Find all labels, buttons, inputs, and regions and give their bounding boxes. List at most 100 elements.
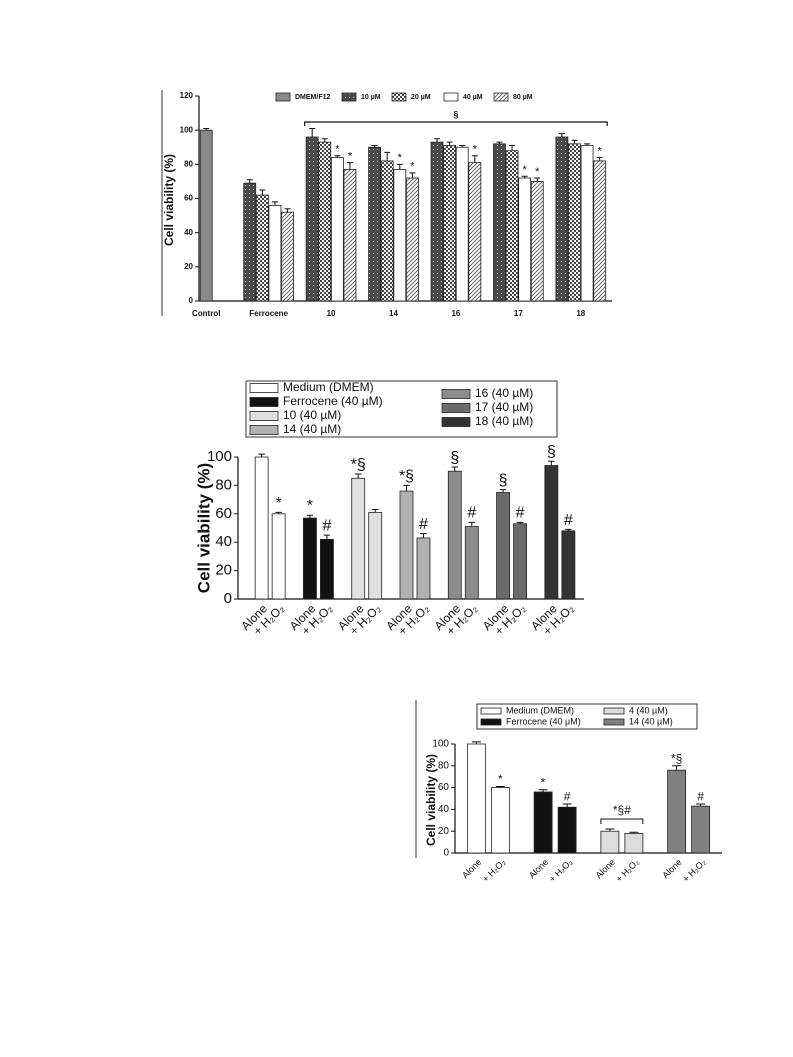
legend-swatch [441,389,471,399]
bar [513,523,527,600]
legend-swatch [603,707,625,715]
bar [496,492,510,600]
bar [518,177,532,302]
legend-swatch [391,92,407,102]
x-tick-label: 10 [327,309,336,318]
bar [464,526,479,600]
bar [305,136,319,302]
significance-marker: # [419,516,428,533]
bar [368,511,383,600]
error-bar [509,145,516,151]
y-tick-label: 0 [189,296,194,305]
error-bar [259,189,266,196]
bar [430,141,444,302]
bar [320,538,334,600]
error-bar [306,514,314,519]
legend-swatch [249,397,279,407]
y-axis-label: Cell viability (%) [194,463,213,593]
significance-marker: *§ [351,456,366,473]
significance-marker: # [697,790,704,804]
significance-marker: § [450,449,459,466]
bar [555,136,569,302]
significance-marker: * [348,150,353,162]
bar [303,517,317,600]
legend-label: Ferrocene (40 µM) [506,716,581,726]
y-tick-label: 60 [215,505,232,522]
legend-box [476,703,698,730]
y-tick-label: 20 [438,826,450,837]
legend-label: 20 µM [411,94,431,101]
x-tick-label: 14 [389,309,398,318]
error-bar [548,460,555,466]
y-tick-label: 80 [438,760,450,771]
legend-swatch [480,718,502,726]
legend-label: 18 (40 µM) [475,414,533,428]
x-tick-label: Control [192,309,220,318]
legend-label: 40 µM [463,94,483,101]
error-bar [596,157,603,161]
bar [268,204,282,302]
y-axis-label: Cell viability (%) [424,754,438,846]
significance-marker: *§ [399,468,414,485]
error-bar [521,175,528,178]
error-bar [321,138,328,143]
error-bar [584,143,591,146]
error-bar [371,509,379,513]
significance-marker: * [598,145,603,157]
legend-label: Medium (DMEM) [506,705,574,715]
legend-label: 10 µM [361,94,381,101]
significance-marker: * [335,144,340,156]
error-bar [258,453,265,457]
legend-label: DMEM/F12 [295,94,331,101]
error-bar [496,141,503,144]
bar [593,160,607,302]
bar [318,141,332,302]
x-tick-label: + H₂O₂ [681,857,708,884]
bracket [600,818,644,825]
error-bar [495,786,505,788]
error-bar [409,172,416,178]
bar [691,805,711,854]
bracket-label: § [453,109,458,119]
legend-label: 80 µM [513,94,533,101]
bar [561,530,576,600]
legend-label: 14 (40 µM) [629,716,673,726]
legend-label: 16 (40 µM) [475,386,533,400]
x-tick-label: 17 [514,309,523,318]
error-bar [516,521,524,524]
legend-label: Medium (DMEM) [283,380,374,394]
bar [505,150,519,302]
bar [380,160,394,302]
error-bar [346,162,353,170]
significance-marker: # [516,505,525,522]
legend-swatch [341,92,357,102]
error-bar [451,466,459,472]
y-tick-label: 60 [438,782,450,793]
x-tick-label: + H₂O₂ [547,857,574,884]
y-tick-label: 100 [432,739,449,750]
y-tick-label: 20 [215,562,232,579]
y-tick-label: 80 [184,159,193,168]
bar [533,791,553,854]
error-bar [246,179,253,184]
bar [490,787,510,854]
legend-label: 4 (40 µM) [629,705,668,715]
bar [393,169,407,302]
x-tick-label: 16 [451,309,460,318]
y-tick-label: 40 [438,804,450,815]
y-tick-label: 120 [180,91,194,100]
significance-marker: § [547,444,556,461]
significance-marker: # [564,512,573,529]
significance-marker: # [467,505,476,522]
bar [544,465,559,600]
error-bar [275,511,282,514]
error-bar [605,828,615,832]
error-bar [403,484,410,492]
x-tick-label: Ferrocene [249,309,288,318]
bar [493,143,506,302]
error-bar [471,155,478,163]
significance-marker: * [535,166,540,178]
legend-label: Ferrocene (40 µM) [283,394,383,408]
bracket [304,121,608,126]
